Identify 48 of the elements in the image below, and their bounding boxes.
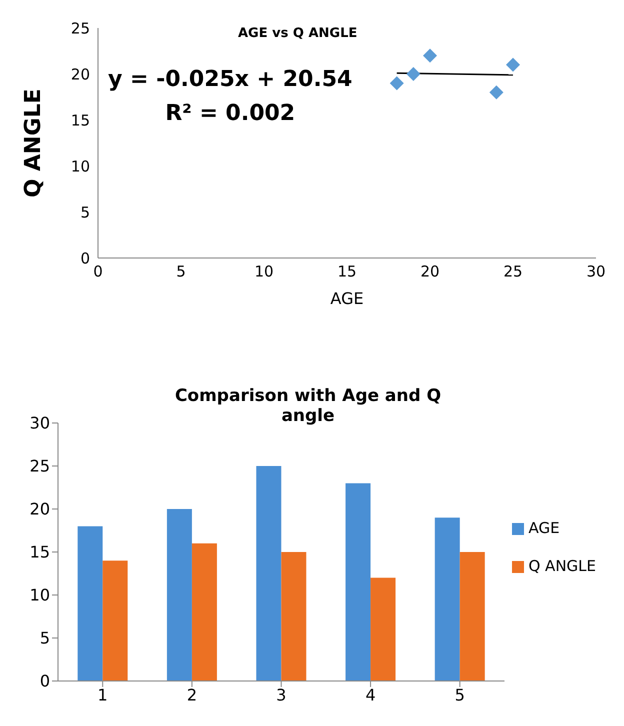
x-tick-label: 20 [420,262,440,281]
point [506,58,520,72]
annotation: R² = 0.002 [164,100,296,128]
bar [346,483,371,681]
x-tick-label: 0 [93,262,103,281]
annotation: y = -0.025x + 20.54 [108,66,352,94]
point [423,48,437,63]
y-tick-label: 0 [40,672,50,691]
bar [370,578,396,681]
x-tick-label: 25 [503,262,523,281]
x-tick-label: 2 [186,685,198,704]
x-tick-label: 5 [176,262,186,281]
x-axis-title: AGE [330,289,364,308]
point [390,76,404,90]
y-axis-title: Q ANGLE [20,88,46,198]
y-tick-label: 25 [70,19,90,38]
chart-title: Comparison with Age and Q angle [174,386,442,426]
y-tick-label: 15 [70,111,90,130]
bar [256,466,282,681]
x-tick-label: 1 [98,685,108,704]
y-tick-label: 15 [30,542,50,562]
point [489,85,504,100]
point [406,67,420,81]
y-tick-label: 30 [30,414,50,433]
bar [78,526,103,681]
legend-label: AGE [528,519,560,537]
x-tick-label: 10 [254,262,274,281]
bar [166,509,192,681]
bar [281,552,306,681]
y-tick-label: 10 [70,157,90,176]
y-tick-label: 5 [40,628,50,648]
y-tick-label: 10 [30,586,50,605]
y-tick-label: 20 [30,500,50,519]
y-tick-label: 25 [30,456,50,476]
bar [192,543,217,681]
x-tick-label: 5 [454,685,465,704]
y-tick-label: 5 [80,203,90,222]
chart-title: AGE vs Q ANGLE [238,26,358,41]
x-tick-label: 3 [276,685,286,704]
legend-label: Q ANGLE [528,557,596,575]
bar [460,552,485,681]
x-tick-label: 30 [586,262,606,281]
x-tick-label: 4 [365,685,376,704]
bar [102,560,128,681]
x-tick-label: 15 [337,262,357,281]
y-tick-label: 0 [80,249,90,268]
bar [434,518,460,681]
y-tick-label: 20 [70,65,90,84]
